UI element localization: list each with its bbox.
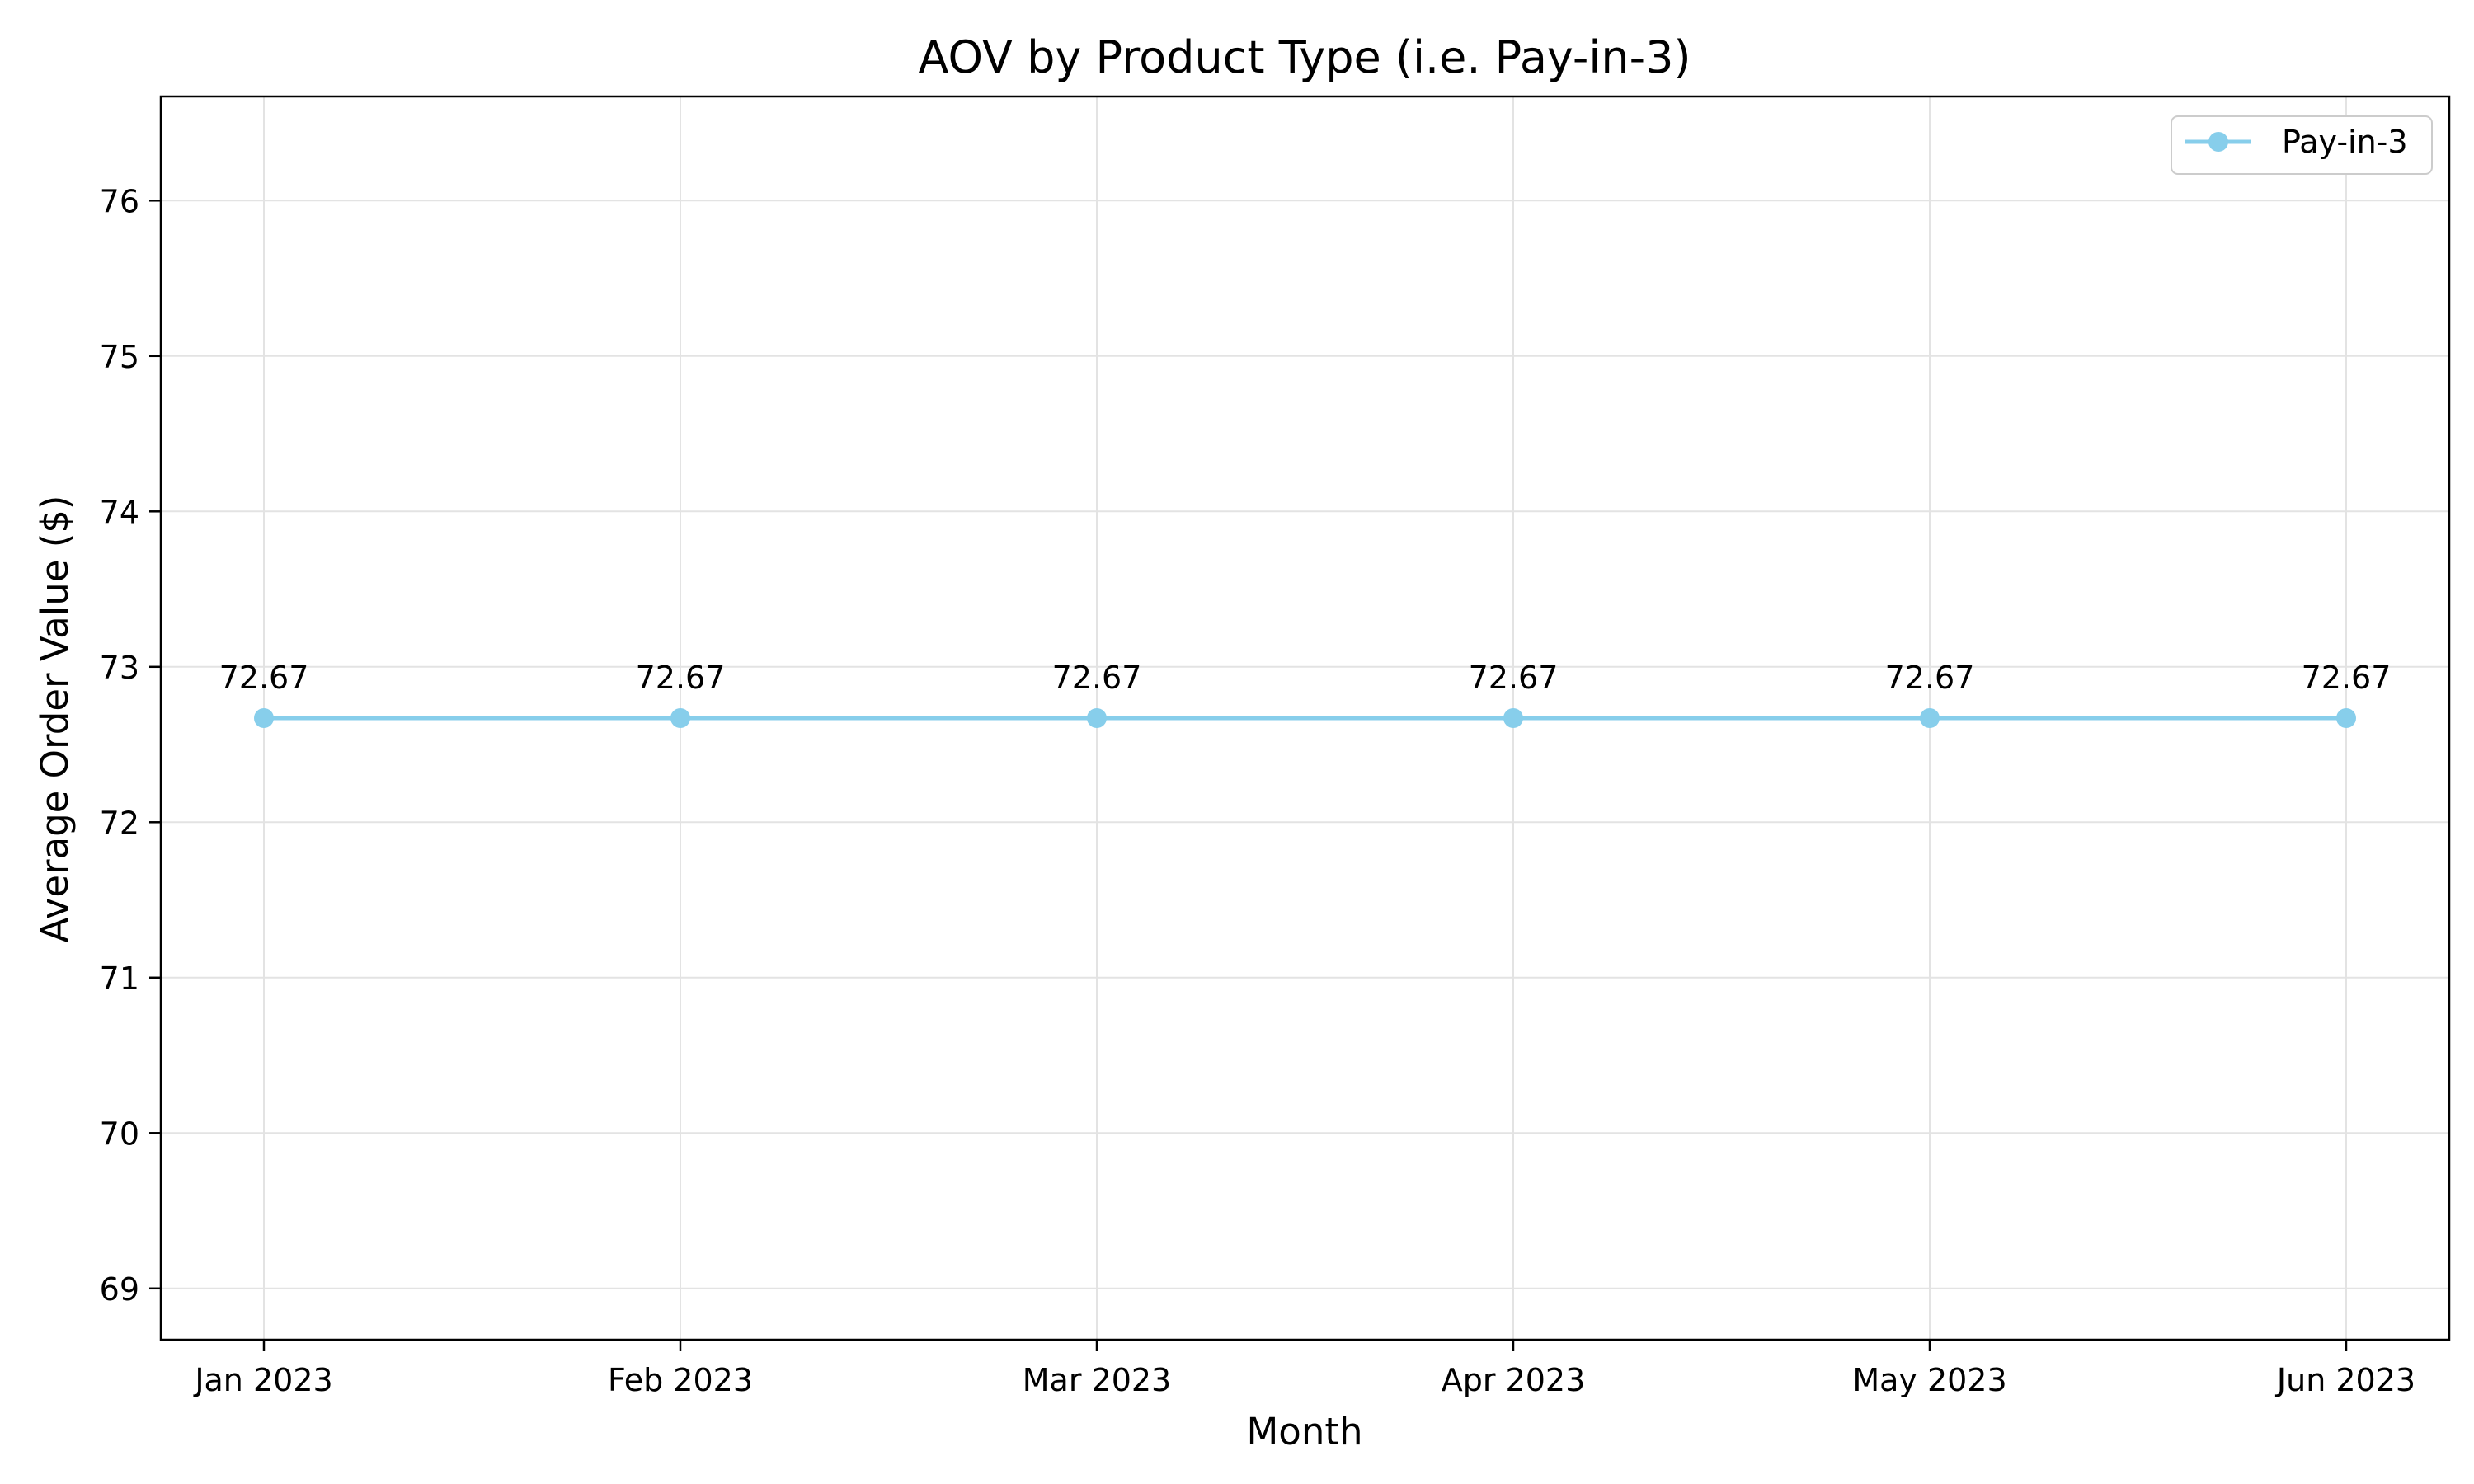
- horizontal-grid: [161, 200, 2449, 1289]
- y-tick-label: 72: [100, 805, 139, 841]
- legend: Pay-in-3: [2171, 115, 2433, 175]
- x-tick-label: Apr 2023: [1442, 1362, 1586, 1398]
- x-tick-label: Jan 2023: [193, 1362, 332, 1398]
- x-axis-title: Month: [1246, 1410, 1362, 1453]
- y-tick-label: 73: [100, 650, 139, 686]
- data-label: 72.67: [2302, 660, 2392, 696]
- data-point: [670, 708, 690, 728]
- y-tick-label: 71: [100, 960, 139, 997]
- legend-box: [2171, 115, 2433, 175]
- series-layer: 72.67 72.67 72.67 72.67 72.67 72.67: [219, 660, 2392, 728]
- x-tick-label: Feb 2023: [608, 1362, 753, 1398]
- legend-marker-icon: [2208, 132, 2228, 152]
- data-point: [1087, 708, 1107, 728]
- plot-frame: [159, 95, 2451, 1341]
- x-tick-label: Jun 2023: [2275, 1362, 2415, 1398]
- data-point: [1920, 708, 1940, 728]
- x-tick-label: Mar 2023: [1023, 1362, 1171, 1398]
- y-tick-label: 75: [100, 339, 139, 375]
- data-label: 72.67: [1885, 660, 1975, 696]
- data-label: 72.67: [636, 660, 726, 696]
- plot-area: 72.67 72.67 72.67 72.67 72.67 72.67: [159, 95, 2451, 1341]
- data-label: 72.67: [1469, 660, 1559, 696]
- data-point: [254, 708, 274, 728]
- data-point: [1503, 708, 1523, 728]
- y-tick-label: 69: [100, 1271, 139, 1308]
- x-tick-label: May 2023: [1852, 1362, 2006, 1398]
- data-point: [2336, 708, 2356, 728]
- y-axis-ticks: 69 70 71 72 73 74 75 76: [100, 183, 161, 1308]
- y-tick-label: 76: [100, 183, 139, 219]
- legend-label: Pay-in-3: [2282, 124, 2408, 160]
- y-axis-title: Average Order Value ($): [33, 495, 77, 943]
- data-label: 72.67: [1052, 660, 1142, 696]
- data-label: 72.67: [219, 660, 309, 696]
- chart-title: AOV by Product Type (i.e. Pay-in-3): [918, 31, 1691, 83]
- y-tick-label: 70: [100, 1115, 139, 1152]
- y-tick-label: 74: [100, 494, 139, 530]
- x-axis-ticks: Jan 2023 Feb 2023 Mar 2023 Apr 2023 May 2023…: [193, 1340, 2415, 1398]
